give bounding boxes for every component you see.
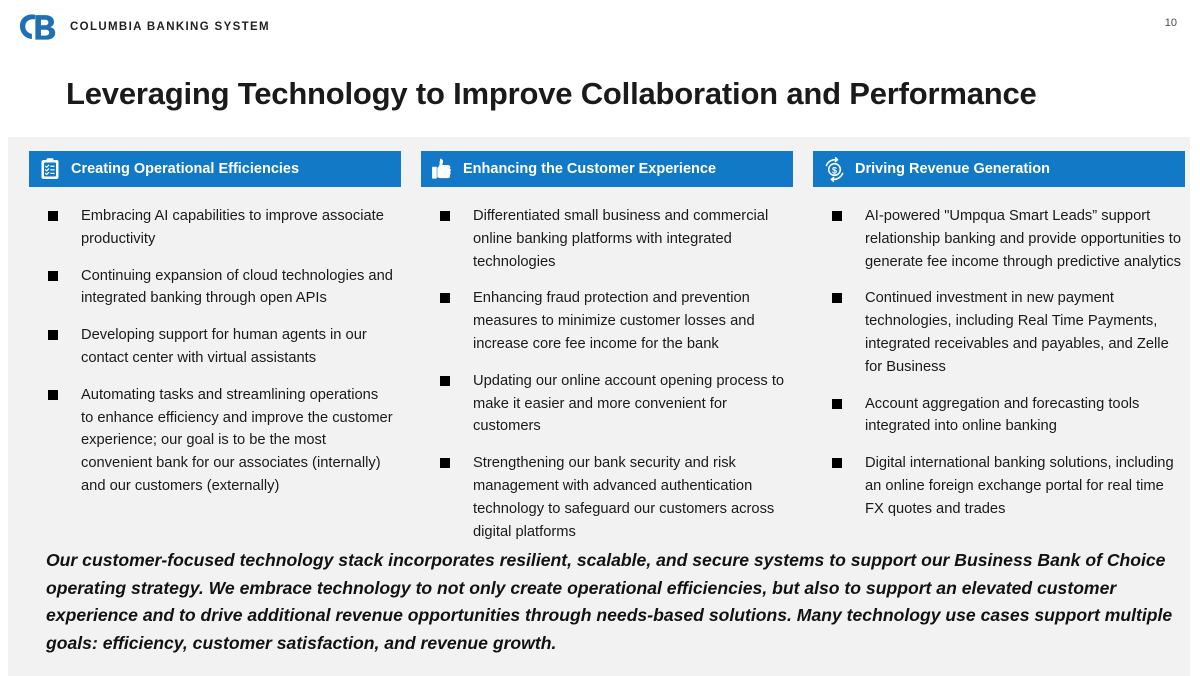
- bullet-square-icon: [48, 389, 58, 400]
- column-header-1: Creating Operational Efficiencies: [29, 151, 401, 187]
- bullet-text: Automating tasks and streamlining operat…: [81, 386, 393, 494]
- bullet-square-icon: [832, 398, 842, 409]
- list-item: Strengthening our bank security and risk…: [421, 452, 793, 543]
- bullet-list-1: Embracing AI capabilities to improve ass…: [29, 205, 401, 498]
- bullet-square-icon: [832, 293, 842, 304]
- page-number: 10: [1164, 17, 1177, 29]
- bullet-square-icon: [440, 375, 450, 386]
- bullet-square-icon: [48, 211, 58, 221]
- slide-header: COLUMBIA BANKING SYSTEM 10: [0, 0, 1200, 56]
- bullet-square-icon: [440, 211, 450, 221]
- list-item: Account aggregation and forecasting tool…: [813, 393, 1185, 439]
- brand-name: COLUMBIA BANKING SYSTEM: [70, 21, 270, 33]
- svg-text:$: $: [832, 165, 837, 175]
- cb-monogram-icon: [18, 13, 58, 41]
- bullet-square-icon: [832, 458, 842, 469]
- bullet-text: AI-powered "Umpqua Smart Leads” support …: [865, 208, 1181, 270]
- bullet-list-3: AI-powered "Umpqua Smart Leads” support …: [813, 205, 1185, 521]
- column-header-2: Enhancing the Customer Experience: [421, 151, 793, 187]
- bullet-square-icon: [440, 293, 450, 304]
- column-revenue-generation: $ Driving Revenue Generation AI-powered …: [813, 151, 1185, 535]
- bullet-square-icon: [48, 330, 58, 341]
- clipboard-checklist-icon: [37, 156, 63, 182]
- bullet-text: Differentiated small business and commer…: [473, 208, 769, 270]
- column-customer-experience: Enhancing the Customer Experience Differ…: [421, 151, 793, 557]
- bullet-text: Continuing expansion of cloud technologi…: [81, 267, 393, 307]
- dollar-cycle-icon: $: [821, 156, 847, 182]
- bullet-text: Strengthening our bank security and risk…: [473, 455, 775, 540]
- column-heading: Enhancing the Customer Experience: [463, 161, 717, 177]
- bullet-text: Embracing AI capabilities to improve ass…: [81, 208, 384, 247]
- bullet-list-2: Differentiated small business and commer…: [421, 205, 793, 543]
- list-item: Embracing AI capabilities to improve ass…: [29, 205, 401, 251]
- list-item: Differentiated small business and commer…: [421, 205, 793, 273]
- list-item: Developing support for human agents in o…: [29, 324, 401, 370]
- column-header-3: $ Driving Revenue Generation: [813, 151, 1185, 187]
- bullet-text: Digital international banking solutions,…: [865, 455, 1174, 517]
- list-item: Automating tasks and streamlining operat…: [29, 384, 401, 498]
- column-heading: Driving Revenue Generation: [855, 161, 1050, 177]
- list-item: Updating our online account opening proc…: [421, 370, 793, 438]
- bullet-text: Account aggregation and forecasting tool…: [865, 395, 1140, 435]
- list-item: Enhancing fraud protection and preventio…: [421, 287, 793, 355]
- list-item: AI-powered "Umpqua Smart Leads” support …: [813, 205, 1185, 273]
- list-item: Continuing expansion of cloud technologi…: [29, 265, 401, 311]
- list-item: Digital international banking solutions,…: [813, 452, 1185, 520]
- three-column-group: Creating Operational Efficiencies Embrac…: [8, 137, 1190, 547]
- bullet-text: Updating our online account opening proc…: [473, 372, 785, 435]
- thumbs-up-icon: [429, 156, 455, 182]
- bullet-text: Developing support for human agents in o…: [81, 327, 367, 366]
- content-panel: Creating Operational Efficiencies Embrac…: [8, 137, 1190, 676]
- bullet-text: Continued investment in new payment tech…: [865, 290, 1169, 375]
- bullet-text: Enhancing fraud protection and preventio…: [473, 290, 755, 352]
- column-heading: Creating Operational Efficiencies: [71, 161, 300, 177]
- page-title: Leveraging Technology to Improve Collabo…: [66, 76, 1037, 111]
- bullet-square-icon: [832, 211, 842, 221]
- column-operational-efficiencies: Creating Operational Efficiencies Embrac…: [29, 151, 401, 512]
- summary-statement: Our customer-focused technology stack in…: [46, 550, 1173, 653]
- list-item: Continued investment in new payment tech…: [813, 287, 1185, 378]
- bullet-square-icon: [440, 458, 450, 469]
- brand-lockup: COLUMBIA BANKING SYSTEM: [18, 13, 270, 41]
- bullet-square-icon: [48, 270, 58, 281]
